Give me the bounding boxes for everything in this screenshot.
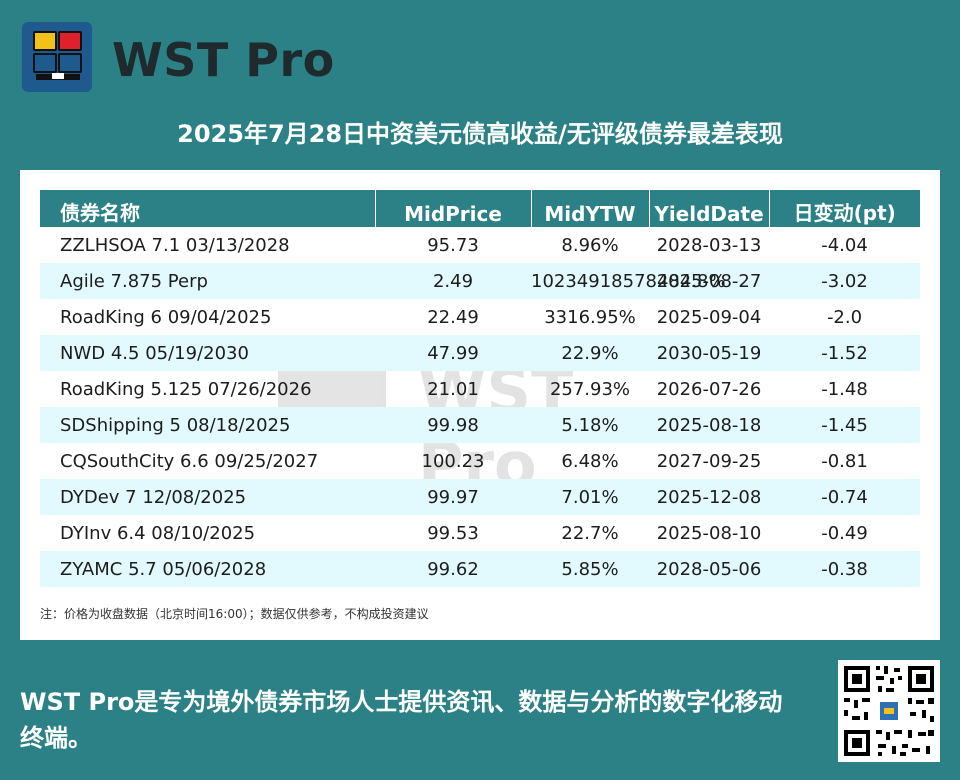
table-row: Agile 7.875 Perp 2.49 10234918578484.8% … [40,263,920,299]
daily-change-cell: -2.0 [826,306,863,328]
midytw-cell: 22.7% [561,522,619,544]
tagline: WST Pro是专为境外债券市场人士提供资讯、数据与分析的数字化移动终端。 [20,688,783,752]
bond-name-cell: Agile 7.875 Perp [40,263,375,299]
midprice-cell: 22.49 [427,306,479,328]
column-header-midprice: MidPrice [375,190,532,227]
bond-name-cell: NWD 4.5 05/19/2030 [40,335,375,371]
bond-name-cell: SDShipping 5 08/18/2025 [40,407,375,443]
column-header-name: 债券名称 [40,190,376,227]
midprice-cell: 2.49 [375,263,531,299]
midytw-cell: 6.48% [561,450,619,472]
yielddate-cell: 2025-09-04 [656,306,762,328]
bond-name-cell: RoadKing 6 09/04/2025 [60,306,272,328]
daily-change-cell: -0.38 [769,551,920,587]
yielddate-cell: 2025-12-08 [649,479,769,515]
bond-name-cell: ZYAMC 5.7 05/06/2028 [40,551,375,587]
table-row: DYDev 7 12/08/2025 99.97 7.01% 2025-12-0… [40,479,920,515]
bond-name-cell: CQSouthCity 6.6 09/25/2027 [60,450,319,472]
table-header-row: 债券名称 MidPrice MidYTW YieldDate 日变动(pt) [40,190,920,227]
bond-name-cell: DYInv 6.4 08/10/2025 [60,522,256,544]
yielddate-cell: 2028-05-06 [649,551,769,587]
table-row: DYInv 6.4 08/10/2025 99.53 22.7% 2025-08… [40,515,920,551]
daily-change-cell: -4.04 [821,234,868,256]
table-row: ZYAMC 5.7 05/06/2028 99.62 5.85% 2028-05… [40,551,920,587]
table-row: ZZLHSOA 7.1 03/13/2028 95.73 8.96% 2028-… [40,227,920,263]
daily-change-cell: -3.02 [769,263,920,299]
table-row: RoadKing 6 09/04/2025 22.49 3316.95% 202… [40,299,920,335]
midprice-cell: 100.23 [421,450,485,472]
bond-name-cell: RoadKing 5.125 07/26/2026 [60,378,312,400]
bond-name-cell: DYDev 7 12/08/2025 [40,479,375,515]
daily-change-cell: -0.81 [821,450,868,472]
column-header-midytw: MidYTW [531,190,650,227]
daily-change-cell: -1.48 [821,378,868,400]
midytw-cell: 5.85% [531,551,649,587]
midytw-cell: 10234918578484.8% [531,263,726,299]
bond-table-card: WST Pro 债券名称 MidPrice MidYTW YieldDate 日… [20,170,940,640]
midprice-cell: 21.01 [427,378,479,400]
brand-name: WST Pro [112,33,335,87]
column-header-yielddate: YieldDate [649,190,770,227]
daily-change-cell: -1.52 [769,335,920,371]
midprice-cell: 99.98 [375,407,531,443]
midprice-cell: 95.73 [427,234,479,256]
midytw-cell: 3316.95% [544,306,636,328]
daily-change-cell: -0.74 [769,479,920,515]
wst-logo-icon [22,22,92,92]
table-row: RoadKing 5.125 07/26/2026 21.01 257.93% … [40,371,920,407]
bond-table: 债券名称 MidPrice MidYTW YieldDate 日变动(pt) Z… [40,190,920,587]
table-row: CQSouthCity 6.6 09/25/2027 100.23 6.48% … [40,443,920,479]
page-title: 2025年7月28日中资美元债高收益/无评级债券最差表现 [177,120,783,148]
yielddate-cell: 2026-07-26 [656,378,762,400]
yielddate-cell: 2027-09-25 [656,450,762,472]
midytw-cell: 7.01% [531,479,649,515]
column-header-daily-change: 日变动(pt) [769,190,920,227]
daily-change-cell: -1.45 [769,407,920,443]
yielddate-cell: 2025-08-27 [649,263,769,299]
midytw-cell: 8.96% [561,234,619,256]
midprice-cell: 47.99 [375,335,531,371]
midytw-cell: 5.18% [531,407,649,443]
qr-code-icon [838,660,940,762]
footnote: 注：价格为收盘数据（北京时间16:00）；数据仅供参考，不构成投资建议 [40,607,429,621]
yielddate-cell: 2028-03-13 [656,234,762,256]
midprice-cell: 99.62 [375,551,531,587]
daily-change-cell: -0.49 [821,522,868,544]
midprice-cell: 99.53 [427,522,479,544]
yielddate-cell: 2025-08-18 [649,407,769,443]
yielddate-cell: 2025-08-10 [656,522,762,544]
bond-name-cell: ZZLHSOA 7.1 03/13/2028 [60,234,290,256]
table-row: SDShipping 5 08/18/2025 99.98 5.18% 2025… [40,407,920,443]
yielddate-cell: 2030-05-19 [649,335,769,371]
midytw-cell: 257.93% [549,378,631,400]
midprice-cell: 99.97 [375,479,531,515]
table-row: NWD 4.5 05/19/2030 47.99 22.9% 2030-05-1… [40,335,920,371]
midytw-cell: 22.9% [531,335,649,371]
